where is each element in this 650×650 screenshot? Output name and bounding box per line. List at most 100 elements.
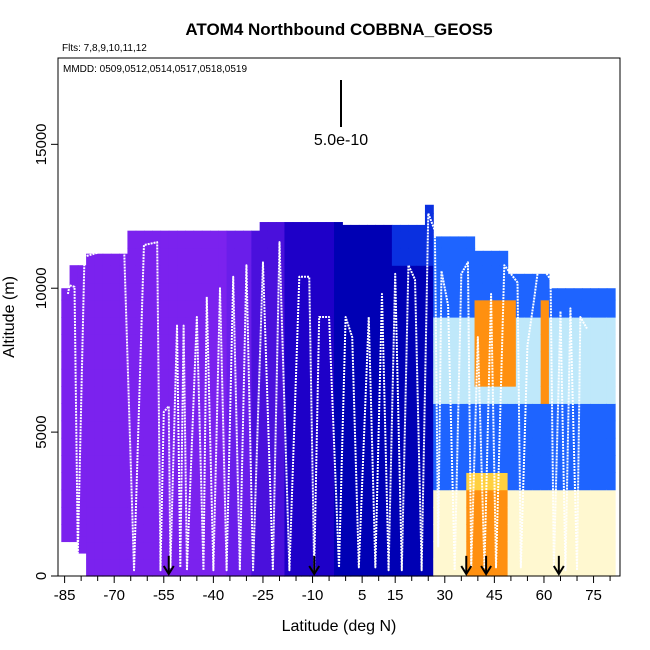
- heatmap-cell: [598, 288, 608, 301]
- heatmap-cell: [581, 386, 591, 404]
- heatmap-cell: [110, 524, 120, 543]
- arrow-head: [460, 565, 473, 576]
- heatmap-cell: [185, 282, 195, 301]
- heatmap-cell: [367, 230, 376, 249]
- heatmap-cell: [243, 386, 252, 404]
- heatmap-cell: [491, 265, 500, 284]
- heatmap-cell: [358, 386, 368, 404]
- heatmap-cell: [185, 351, 195, 370]
- heatmap-cell: [391, 506, 401, 525]
- heatmap-cell: [210, 282, 219, 301]
- heatmap-cell: [416, 334, 426, 353]
- heatmap-cell: [458, 334, 467, 353]
- heatmap-cell: [226, 437, 236, 456]
- heatmap-cell: [234, 265, 244, 284]
- heatmap-cell: [102, 558, 112, 577]
- heatmap-cell: [383, 265, 393, 284]
- heatmap-cell: [143, 403, 153, 422]
- heatmap-cell: [218, 334, 228, 353]
- heatmap-cell: [524, 368, 533, 387]
- heatmap-cell: [507, 420, 517, 439]
- heatmap-cell: [201, 455, 211, 473]
- heatmap-cell: [168, 437, 178, 456]
- heatmap-cell: [515, 273, 525, 284]
- heatmap-cell: [474, 386, 484, 404]
- heatmap-cell: [218, 386, 228, 404]
- heatmap-cell: [590, 288, 600, 301]
- heatmap-cell: [598, 489, 608, 508]
- heatmap-cell: [284, 420, 294, 439]
- heatmap-cell: [515, 282, 525, 301]
- heatmap-cell: [234, 317, 244, 335]
- heatmap-cell: [424, 247, 434, 266]
- heatmap-cell: [317, 222, 327, 232]
- heatmap-cell: [482, 282, 492, 301]
- heatmap-cell: [590, 403, 600, 422]
- heatmap-cell: [540, 317, 550, 335]
- heatmap-cell: [259, 403, 269, 422]
- heatmap-cell: [300, 334, 310, 353]
- heatmap-cell: [234, 489, 244, 508]
- heatmap-cell: [458, 472, 467, 491]
- heatmap-cell: [69, 403, 79, 422]
- heatmap-cell: [185, 558, 195, 577]
- heatmap-cell: [284, 506, 294, 525]
- heatmap-cell: [375, 299, 385, 318]
- heatmap-cell: [334, 351, 343, 370]
- heatmap-cell: [210, 403, 219, 422]
- heatmap-cell: [317, 230, 327, 249]
- heatmap-cell: [532, 403, 542, 422]
- heatmap-cell: [276, 386, 286, 404]
- heatmap-cell: [309, 437, 319, 456]
- heatmap-cell: [193, 506, 203, 525]
- heatmap-cell: [441, 455, 451, 473]
- arrow-markers: [162, 555, 565, 576]
- heatmap-cell: [350, 386, 360, 404]
- heatmap-cell: [300, 489, 310, 508]
- heatmap-cell: [234, 403, 244, 422]
- heatmap-cell: [565, 288, 575, 301]
- heatmap-cell: [135, 403, 145, 422]
- heatmap-cell: [119, 351, 129, 370]
- heatmap-cell: [317, 455, 327, 473]
- heatmap-cell: [317, 351, 327, 370]
- heatmap-cell: [548, 317, 558, 335]
- heatmap-cell: [491, 351, 500, 370]
- heatmap-cell: [210, 558, 219, 577]
- heatmap-cell: [218, 265, 228, 284]
- heatmap-cell: [259, 437, 269, 456]
- heatmap-cell: [424, 524, 434, 543]
- heatmap-cell: [193, 472, 203, 491]
- heatmap-cell: [300, 247, 310, 266]
- heatmap-cell: [267, 299, 277, 318]
- heatmap-cell: [168, 299, 178, 318]
- heatmap-cell: [532, 472, 542, 491]
- heatmap-cell: [557, 288, 567, 301]
- heatmap-cell: [317, 489, 327, 508]
- arrow-head: [480, 565, 492, 576]
- heatmap-cell: [119, 403, 129, 422]
- heatmap-cell: [334, 230, 343, 249]
- heatmap-cell: [251, 368, 261, 387]
- heatmap-cell: [276, 489, 286, 508]
- heatmap-cell: [61, 334, 71, 353]
- heatmap-cell: [77, 432, 87, 450]
- heatmap-cell: [557, 489, 567, 508]
- heatmap-cell: [416, 420, 426, 439]
- heatmap-cell: [424, 282, 434, 301]
- heatmap-cell: [491, 403, 500, 422]
- heatmap-cell: [466, 236, 476, 249]
- heatmap-cell: [598, 472, 608, 491]
- heatmap-cell: [565, 541, 575, 560]
- heatmap-cell: [300, 317, 310, 335]
- heatmap-cell: [524, 489, 533, 508]
- heatmap-cell: [61, 472, 71, 491]
- heatmap-cell: [416, 282, 426, 301]
- heatmap-cell: [524, 455, 533, 473]
- heatmap-cell: [292, 437, 302, 456]
- heatmap-cell: [267, 265, 277, 284]
- heatmap-cell: [110, 455, 120, 473]
- heatmap-cell: [441, 282, 451, 301]
- heatmap-cell: [532, 420, 542, 439]
- heatmap-cell: [540, 403, 550, 422]
